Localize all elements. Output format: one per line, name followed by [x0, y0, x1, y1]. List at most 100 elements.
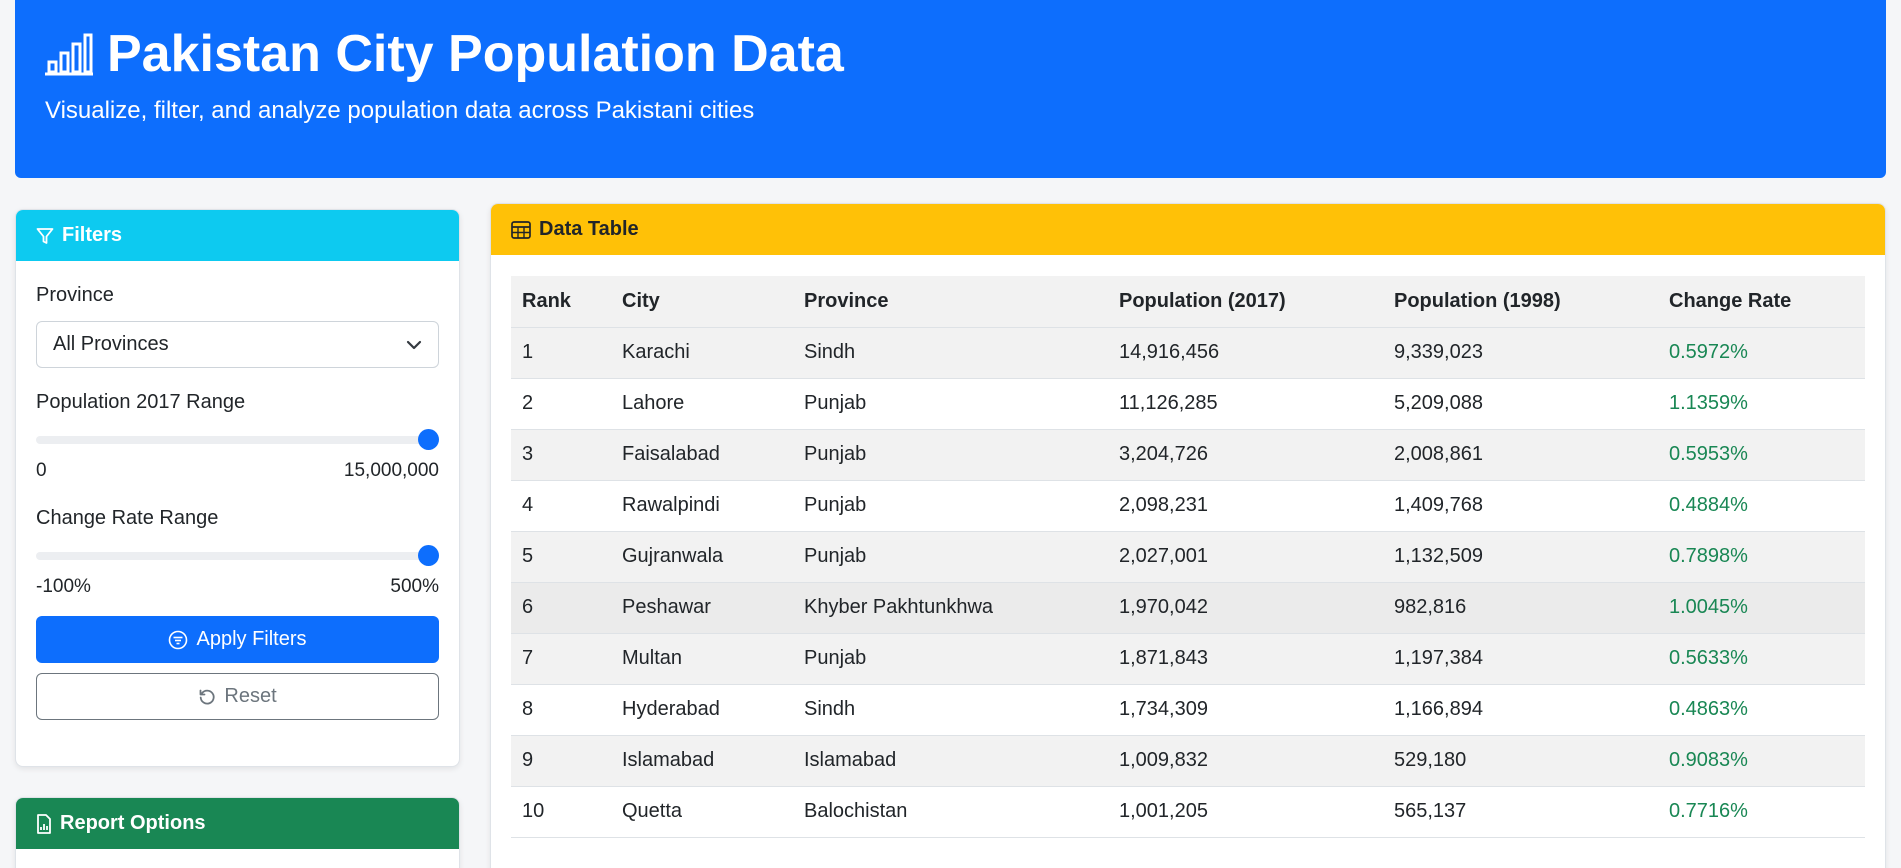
- cell-rank: 3: [511, 429, 611, 481]
- cell-city: Karachi: [611, 327, 793, 379]
- population-range-slider[interactable]: [36, 429, 439, 450]
- cell-change-rate: 0.5953%: [1658, 429, 1865, 481]
- cell-rank: 8: [511, 684, 611, 736]
- funnel-icon: [36, 227, 54, 245]
- cell-province: Punjab: [793, 480, 1108, 532]
- cell-population-1998: 982,816: [1383, 582, 1658, 634]
- apply-filters-label: Apply Filters: [196, 628, 307, 650]
- cell-change-rate: 0.5633%: [1658, 633, 1865, 685]
- province-select[interactable]: All Provinces: [36, 321, 439, 368]
- cell-province: Sindh: [793, 327, 1108, 379]
- cell-city: Peshawar: [611, 582, 793, 634]
- column-header-rank[interactable]: Rank: [511, 276, 611, 328]
- change-rate-range-label: Change Rate Range: [36, 507, 219, 529]
- cell-population-1998: 9,339,023: [1383, 327, 1658, 379]
- filters-title: Filters: [62, 224, 123, 246]
- table-row[interactable]: 2 Lahore Punjab 11,126,285 5,209,088 1.1…: [511, 378, 1865, 430]
- cell-change-rate: 1.0045%: [1658, 582, 1865, 634]
- cell-population-1998: 1,132,509: [1383, 531, 1658, 583]
- data-table-panel: Data Table Rank City Province Population…: [490, 203, 1886, 868]
- table-row[interactable]: 7 Multan Punjab 1,871,843 1,197,384 0.56…: [511, 633, 1865, 685]
- table-row[interactable]: 10 Quetta Balochistan 1,001,205 565,137 …: [511, 786, 1865, 838]
- cell-population-1998: 529,180: [1383, 735, 1658, 787]
- cell-population-1998: 1,409,768: [1383, 480, 1658, 532]
- cell-province: Punjab: [793, 531, 1108, 583]
- cell-city: Gujranwala: [611, 531, 793, 583]
- column-header-province[interactable]: Province: [793, 276, 1108, 328]
- cell-city: Rawalpindi: [611, 480, 793, 532]
- report-options-title: Report Options: [60, 812, 206, 834]
- cell-city: Faisalabad: [611, 429, 793, 481]
- apply-filters-button[interactable]: Apply Filters: [36, 616, 439, 663]
- province-label: Province: [36, 284, 114, 306]
- cell-population-2017: 14,916,456: [1108, 327, 1383, 379]
- cell-population-2017: 3,204,726: [1108, 429, 1383, 481]
- population-range-track: [36, 436, 439, 444]
- cell-rank: 2: [511, 378, 611, 430]
- cell-change-rate: 0.9083%: [1658, 735, 1865, 787]
- column-header-population-1998[interactable]: Population (1998): [1383, 276, 1658, 328]
- table-row[interactable]: 8 Hyderabad Sindh 1,734,309 1,166,894 0.…: [511, 684, 1865, 736]
- page-title-text: Pakistan City Population Data: [107, 25, 844, 83]
- cell-change-rate: 0.4884%: [1658, 480, 1865, 532]
- chevron-down-icon: [406, 340, 422, 350]
- table-row[interactable]: 3 Faisalabad Punjab 3,204,726 2,008,861 …: [511, 429, 1865, 481]
- page-subtitle: Visualize, filter, and analyze populatio…: [45, 97, 755, 124]
- data-table-title: Data Table: [539, 218, 639, 240]
- cell-rank: 7: [511, 633, 611, 685]
- page-title: Pakistan City Population Data: [45, 22, 844, 86]
- cell-change-rate: 0.7898%: [1658, 531, 1865, 583]
- cell-population-2017: 2,027,001: [1108, 531, 1383, 583]
- cell-rank: 9: [511, 735, 611, 787]
- cell-rank: 10: [511, 786, 611, 838]
- population-range-min: 0: [36, 460, 47, 481]
- filters-panel: Filters Province All Provinces Populatio…: [15, 209, 460, 767]
- province-select-value: All Provinces: [53, 333, 169, 355]
- table-row[interactable]: 5 Gujranwala Punjab 2,027,001 1,132,509 …: [511, 531, 1865, 583]
- change-rate-range-max: 500%: [390, 576, 439, 597]
- report-file-icon: [36, 813, 52, 834]
- filters-header: Filters: [16, 210, 459, 261]
- cell-population-1998: 1,166,894: [1383, 684, 1658, 736]
- change-rate-range-slider[interactable]: [36, 545, 439, 566]
- table-row[interactable]: 6 Peshawar Khyber Pakhtunkhwa 1,970,042 …: [511, 582, 1865, 634]
- column-header-change-rate[interactable]: Change Rate: [1658, 276, 1865, 328]
- reset-button[interactable]: Reset: [36, 673, 439, 720]
- table-row[interactable]: 1 Karachi Sindh 14,916,456 9,339,023 0.5…: [511, 327, 1865, 379]
- cell-population-2017: 1,001,205: [1108, 786, 1383, 838]
- table-row[interactable]: 4 Rawalpindi Punjab 2,098,231 1,409,768 …: [511, 480, 1865, 532]
- data-table-header: Data Table: [491, 204, 1885, 255]
- cell-city: Lahore: [611, 378, 793, 430]
- cell-rank: 1: [511, 327, 611, 379]
- cell-population-2017: 1,734,309: [1108, 684, 1383, 736]
- cell-population-2017: 2,098,231: [1108, 480, 1383, 532]
- cell-province: Khyber Pakhtunkhwa: [793, 582, 1108, 634]
- change-rate-range-min: -100%: [36, 576, 91, 597]
- cell-city: Multan: [611, 633, 793, 685]
- change-rate-range-track: [36, 552, 439, 560]
- change-rate-range-thumb[interactable]: [418, 545, 439, 566]
- cell-province: Balochistan: [793, 786, 1108, 838]
- cell-province: Sindh: [793, 684, 1108, 736]
- population-table: Rank City Province Population (2017) Pop…: [511, 276, 1865, 838]
- cell-city: Quetta: [611, 786, 793, 838]
- cell-city: Hyderabad: [611, 684, 793, 736]
- column-header-population-2017[interactable]: Population (2017): [1108, 276, 1383, 328]
- reset-arrow-icon: [198, 688, 216, 706]
- population-range-label: Population 2017 Range: [36, 391, 246, 413]
- column-header-city[interactable]: City: [611, 276, 793, 328]
- cell-population-2017: 1,009,832: [1108, 735, 1383, 787]
- bar-chart-icon: [45, 32, 93, 76]
- population-range-max: 15,000,000: [343, 460, 439, 481]
- cell-change-rate: 0.7716%: [1658, 786, 1865, 838]
- reset-label: Reset: [224, 685, 277, 707]
- report-options-panel: Report Options: [15, 797, 460, 868]
- table-row[interactable]: 9 Islamabad Islamabad 1,009,832 529,180 …: [511, 735, 1865, 787]
- filter-circle-icon: [168, 630, 188, 650]
- report-options-header[interactable]: Report Options: [16, 798, 459, 849]
- cell-rank: 4: [511, 480, 611, 532]
- population-range-thumb[interactable]: [418, 429, 439, 450]
- cell-change-rate: 1.1359%: [1658, 378, 1865, 430]
- cell-population-1998: 2,008,861: [1383, 429, 1658, 481]
- cell-population-2017: 1,871,843: [1108, 633, 1383, 685]
